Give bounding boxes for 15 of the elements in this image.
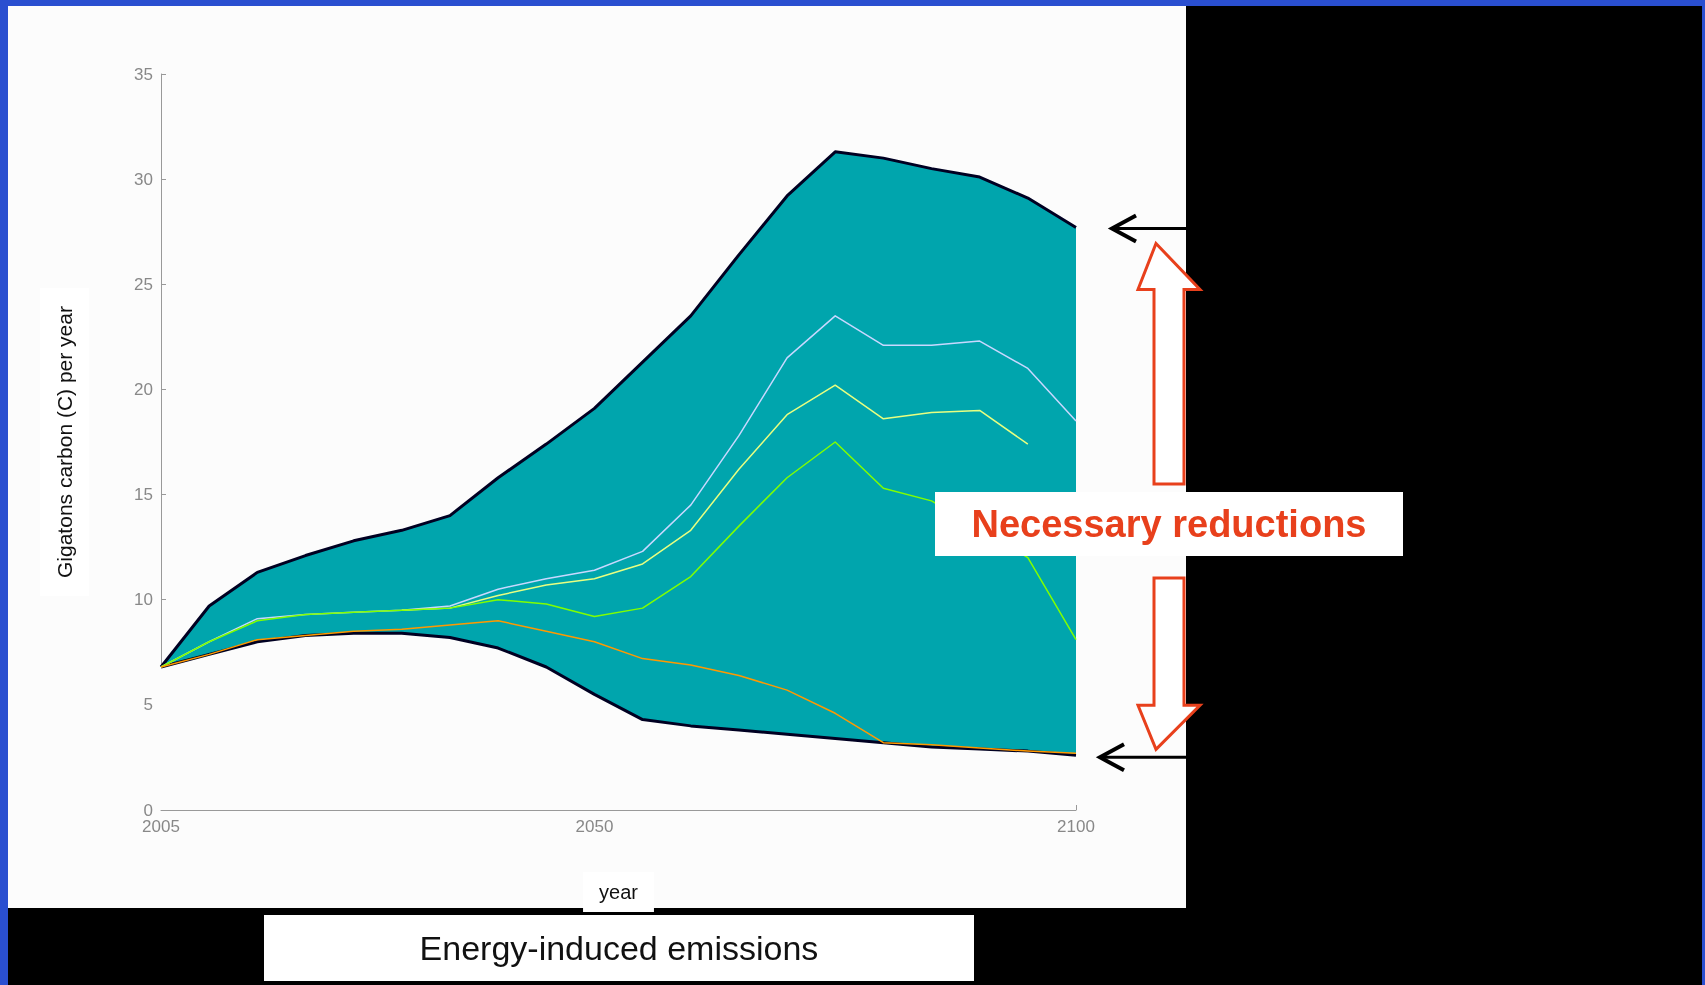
y-tick-label: 5 <box>143 695 153 715</box>
x-axis-title: year <box>599 881 639 903</box>
x-tick-label: 2100 <box>1057 817 1095 836</box>
y-axis-title: Gigatons carbon (C) per year <box>53 306 76 578</box>
x-tick-label: 2005 <box>142 817 180 836</box>
y-tick-label: 35 <box>134 64 153 84</box>
y-tick-label: 30 <box>134 169 153 189</box>
annotation: Necessary reductions <box>935 492 1403 556</box>
y-tick-label: 0 <box>143 800 153 820</box>
y-tick-label: 10 <box>134 590 153 610</box>
y-tick-label: 20 <box>134 379 153 399</box>
text: Energy-induced emissions <box>264 915 974 981</box>
x-tick-label: 2050 <box>575 817 614 836</box>
y-tick-label: 15 <box>134 485 153 505</box>
y-tick-label: 25 <box>134 274 153 294</box>
